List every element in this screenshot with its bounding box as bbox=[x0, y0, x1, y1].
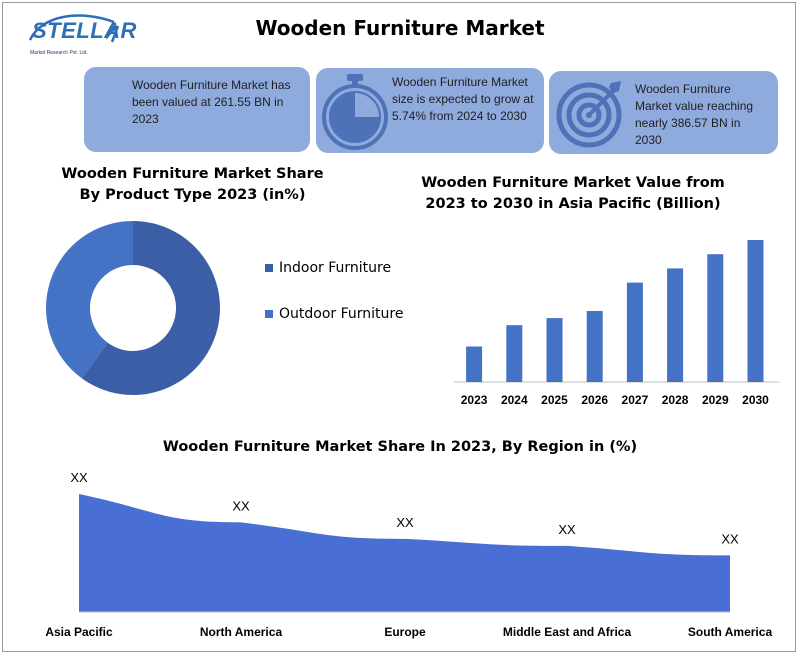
bar-tick-label: 2025 bbox=[541, 393, 568, 407]
bar-2024 bbox=[506, 325, 523, 382]
area-data-label: XX bbox=[232, 498, 250, 513]
legend-item-indoor: Indoor Furniture bbox=[265, 260, 391, 276]
area-data-label: XX bbox=[558, 522, 576, 537]
legend-swatch-outdoor bbox=[265, 310, 273, 318]
area-data-label: XX bbox=[396, 515, 414, 530]
donut-chart-title: Wooden Furniture Market Share By Product… bbox=[61, 166, 324, 203]
target-icon bbox=[556, 81, 622, 148]
stat-card-valuation: Wooden Furniture Market has been valued … bbox=[84, 67, 310, 152]
donut-slice-outdoor bbox=[46, 221, 133, 379]
area-data-label: XX bbox=[70, 470, 88, 485]
donut-chart bbox=[46, 221, 220, 395]
bar-tick-label: 2030 bbox=[742, 393, 769, 407]
legend-label: Indoor Furniture bbox=[279, 260, 392, 276]
bar-tick-label: 2026 bbox=[581, 393, 608, 407]
logo-text: STELLAR bbox=[32, 18, 137, 43]
area-tick-label: North America bbox=[200, 625, 283, 639]
legend-swatch-indoor bbox=[265, 264, 273, 272]
area-data-label: XX bbox=[721, 531, 739, 546]
area-tick-label: Middle East and Africa bbox=[503, 625, 632, 639]
bar-tick-label: 2027 bbox=[622, 393, 649, 407]
stat-card-forecast: Wooden Furniture Market value reaching n… bbox=[549, 71, 778, 154]
stat-card-text: Wooden Furniture Market has been valued … bbox=[132, 78, 291, 126]
bar-2025 bbox=[546, 318, 563, 382]
bar-tick-label: 2023 bbox=[461, 393, 488, 407]
area-fill bbox=[79, 494, 730, 612]
bar-2023 bbox=[466, 346, 483, 382]
page-title: Wooden Furniture Market bbox=[255, 16, 545, 40]
area-chart: XX Asia Pacific XX North America XX Europe XX M… bbox=[45, 470, 773, 639]
legend-item-outdoor: Outdoor Furniture bbox=[265, 306, 403, 322]
area-tick-label: South America bbox=[688, 625, 773, 639]
stat-card-text: Wooden Furniture Market size is expected… bbox=[392, 75, 534, 123]
area-chart-title: Wooden Furniture Market Share In 2023, B… bbox=[162, 439, 638, 455]
donut-slice-indoor bbox=[81, 221, 220, 395]
stat-card-text: Wooden Furniture Market value reaching n… bbox=[635, 82, 754, 147]
bar-tick-label: 2029 bbox=[702, 393, 729, 407]
bar-chart: 2023 2024 2025 2026 2027 2028 2029 2030 bbox=[454, 240, 780, 407]
stellar-logo: STELLAR Market Research Pvt. Ltd. bbox=[22, 12, 136, 62]
bar-tick-label: 2024 bbox=[501, 393, 528, 407]
bar-2027 bbox=[626, 282, 643, 382]
bar-2029 bbox=[707, 254, 724, 382]
area-tick-label: Europe bbox=[384, 625, 426, 639]
logo-subtext: Market Research Pvt. Ltd. bbox=[30, 50, 88, 56]
area-tick-label: Asia Pacific bbox=[45, 625, 113, 639]
bar-chart-title: Wooden Furniture Market Value from 2023 … bbox=[421, 175, 725, 212]
logo-swoosh-icon bbox=[28, 14, 120, 43]
legend-label: Outdoor Furniture bbox=[279, 306, 404, 322]
bar-tick-label: 2028 bbox=[662, 393, 689, 407]
bar-2026 bbox=[586, 311, 603, 382]
stopwatch-icon bbox=[322, 74, 388, 150]
stat-card-growth: Wooden Furniture Market size is expected… bbox=[316, 68, 544, 153]
bar-2028 bbox=[667, 268, 684, 382]
bar-2030 bbox=[747, 240, 764, 382]
